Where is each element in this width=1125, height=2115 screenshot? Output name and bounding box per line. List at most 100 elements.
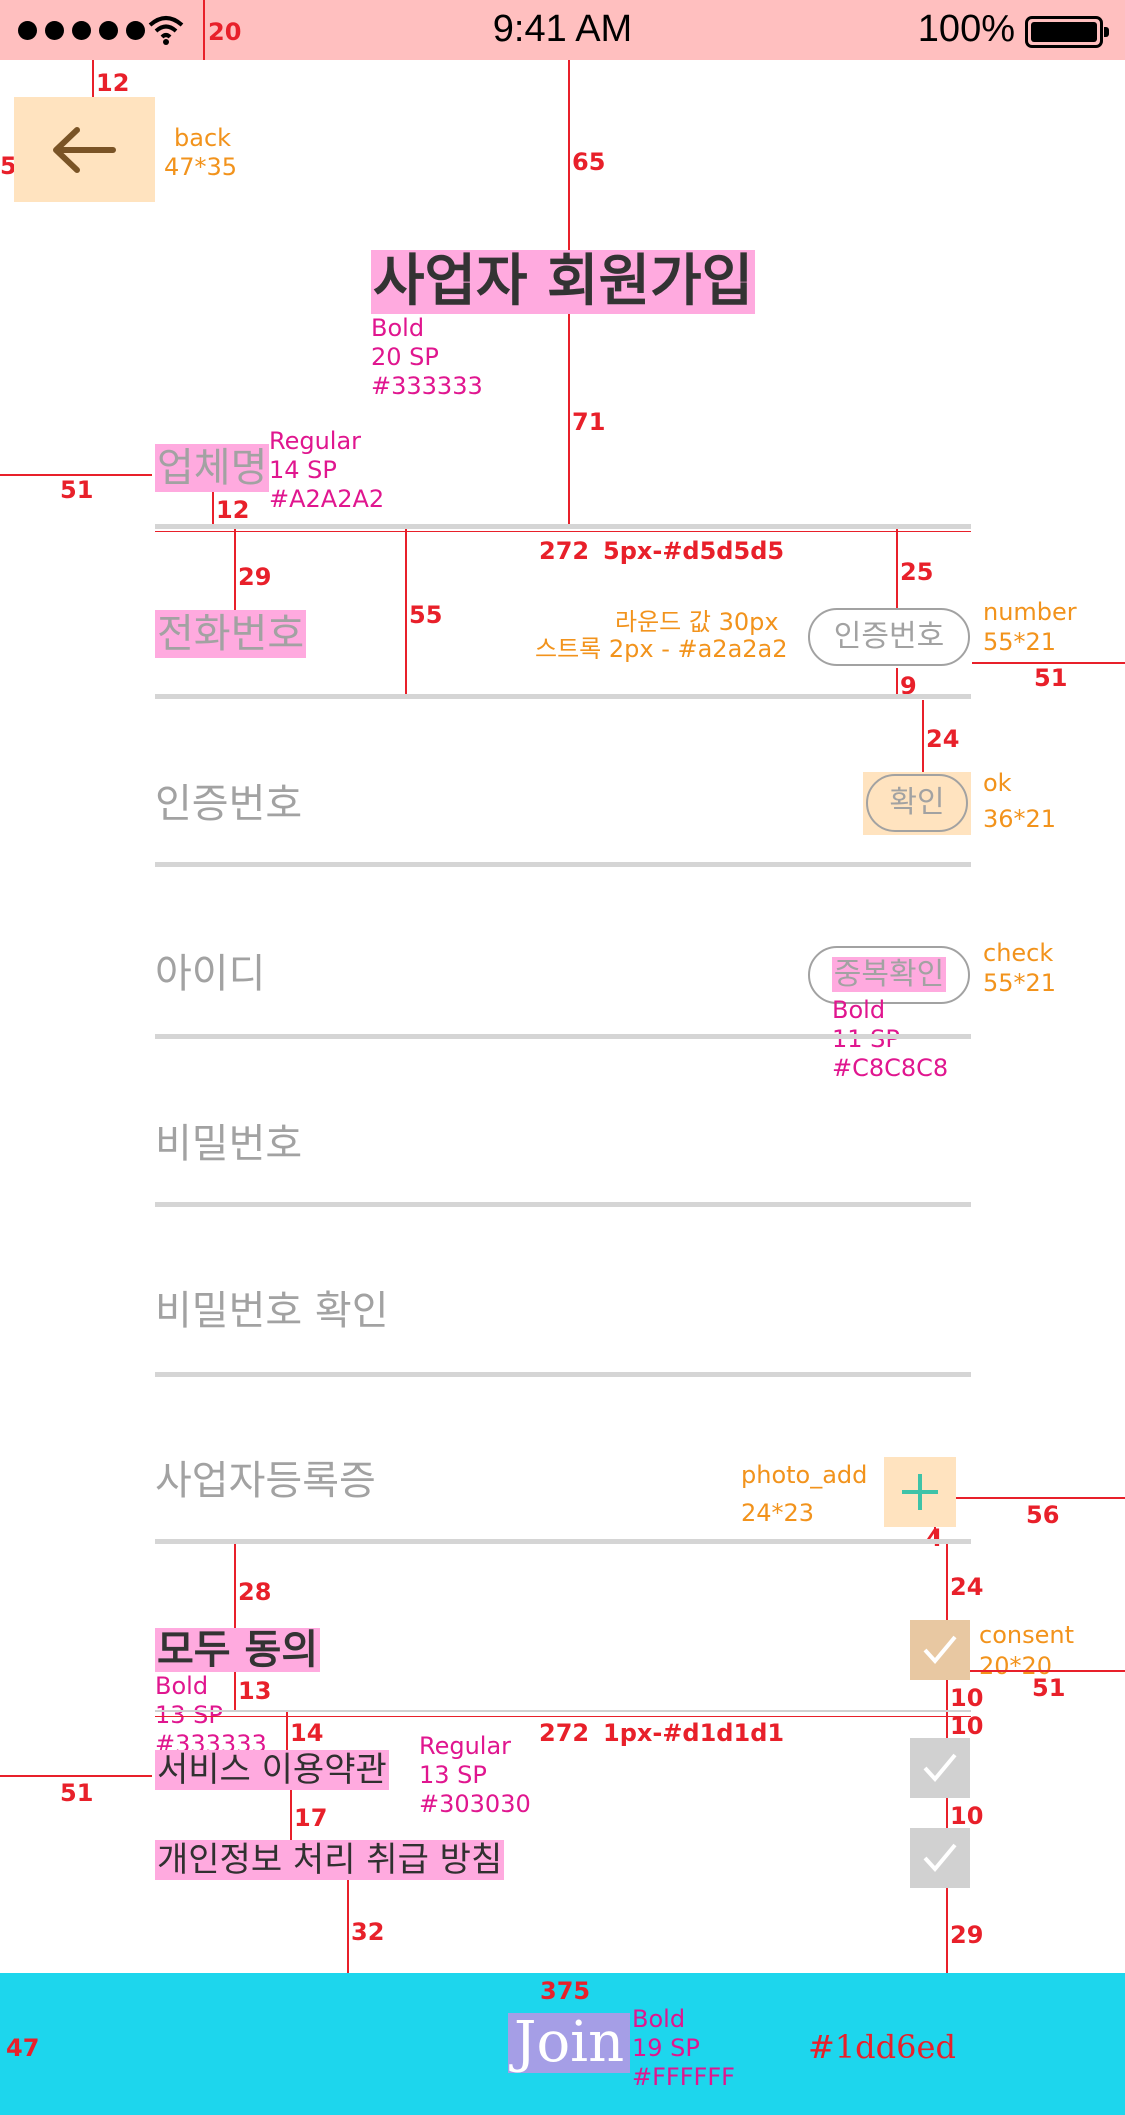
verify-code-underline — [155, 862, 971, 867]
measure-label: 24 — [926, 725, 960, 753]
check-spec-color: #C8C8C8 — [832, 1054, 949, 1082]
password-input[interactable]: 비밀번호 — [155, 1121, 303, 1167]
agree-all-spec-weight: Bold — [155, 1672, 209, 1700]
privacy-checkbox[interactable] — [910, 1828, 970, 1888]
status-time: 9:41 AM — [492, 8, 633, 50]
wifi-icon — [148, 16, 184, 45]
check-annotation-name: check — [983, 939, 1054, 967]
measure-label: 12 — [96, 69, 130, 97]
underline-spec-width: 272 — [539, 537, 590, 565]
measure-label: 29 — [238, 563, 272, 591]
privacy-policy-label[interactable]: 개인정보 처리 취급 방침 — [155, 1840, 505, 1880]
divider-spec-width: 272 — [539, 1719, 590, 1747]
terms-spec-weight: Regular — [419, 1732, 512, 1760]
check-spec-weight: Bold — [832, 996, 886, 1024]
measure-label: 29 — [950, 1921, 984, 1949]
measure-label: 14 — [290, 1719, 324, 1747]
checkmark-icon — [923, 1753, 957, 1783]
agree-all-checkbox[interactable] — [910, 1620, 970, 1680]
title-spec-color: #333333 — [371, 372, 483, 400]
back-annotation-size: 47*35 — [164, 153, 238, 181]
join-label: Join — [508, 2013, 631, 2073]
confirm-code-button[interactable]: 확인 — [866, 774, 968, 832]
measure-label: 10 — [950, 1712, 984, 1740]
measure-label: 25 — [900, 558, 934, 586]
agree-all-label: 모두 동의 — [155, 1627, 321, 1673]
measure-label: 5 — [0, 152, 17, 180]
signal-dot-icon — [126, 21, 145, 40]
pill-spec-stroke: 스트록 2px - #a2a2a2 — [535, 635, 788, 663]
measure-label: 55 — [409, 601, 443, 629]
join-width-annotation: 375 — [540, 1977, 591, 2005]
signal-dot-icon — [45, 21, 64, 40]
measure-label: 17 — [294, 1804, 328, 1832]
company-underline — [155, 524, 971, 529]
company-name-input[interactable]: 업체명 — [155, 444, 270, 492]
back-button[interactable] — [14, 97, 155, 202]
password-underline — [155, 1202, 971, 1207]
back-annotation-name: back — [174, 124, 232, 152]
password-confirm-underline — [155, 1372, 971, 1377]
photo-add-annotation-size: 24*23 — [741, 1499, 815, 1527]
verify-code-input[interactable]: 인증번호 — [155, 781, 303, 827]
password-confirm-input[interactable]: 비밀번호 확인 — [155, 1288, 389, 1334]
photo-add-button[interactable] — [884, 1457, 956, 1527]
check-annotation-size: 55*21 — [983, 969, 1057, 997]
join-spec-size: 19 SP — [632, 2034, 700, 2062]
measure-label: 51 — [60, 476, 94, 504]
business-license-underline — [155, 1539, 971, 1544]
user-id-underline — [155, 1034, 971, 1039]
underline-spec-style: 5px-#d5d5d5 — [603, 537, 785, 565]
measure-label: 10 — [950, 1802, 984, 1830]
consent-annotation-name: consent — [979, 1621, 1074, 1649]
status-bar: 20 9:41 AM 100% — [0, 0, 1125, 60]
measure-label: 12 — [216, 496, 250, 524]
arrow-left-icon — [53, 127, 116, 173]
duplicate-check-button[interactable]: 중복확인 — [808, 946, 970, 1004]
business-license-input[interactable]: 사업자등록증 — [155, 1458, 376, 1504]
signal-dot-icon — [72, 21, 91, 40]
consent-divider — [155, 1710, 971, 1712]
title-spec-size: 20 SP — [371, 343, 439, 371]
photo-add-annotation-name: photo_add — [741, 1461, 868, 1489]
pill-spec-radius: 라운드 값 30px — [615, 608, 779, 636]
status-height-annotation: 20 — [208, 18, 242, 46]
user-id-input[interactable]: 아이디 — [155, 951, 266, 997]
company-spec-color: #A2A2A2 — [269, 485, 385, 513]
number-annotation-name: number — [983, 598, 1077, 626]
checkmark-icon — [923, 1635, 957, 1665]
battery-icon — [1025, 16, 1109, 48]
ok-annotation-size: 36*21 — [983, 805, 1057, 833]
company-spec-weight: Regular — [269, 427, 362, 455]
join-spec-color: #FFFFFF — [632, 2063, 735, 2091]
measure-label: 4 — [926, 1524, 943, 1552]
measure-label: 65 — [572, 148, 606, 176]
measure-label: 71 — [572, 408, 606, 436]
ok-annotation-name: ok — [983, 769, 1012, 797]
terms-of-service-label[interactable]: 서비스 이용약관 — [155, 1750, 389, 1790]
number-annotation-size: 55*21 — [983, 628, 1057, 656]
measure-label: 10 — [950, 1684, 984, 1712]
measure-label: 51 — [60, 1779, 94, 1807]
agree-all-spec-size: 13 SP — [155, 1701, 223, 1729]
measure-label: 9 — [900, 672, 917, 700]
check-spec-size: 11 SP — [832, 1025, 900, 1053]
measure-label: 51 — [1034, 664, 1068, 692]
measure-label: 32 — [351, 1918, 385, 1946]
consent-annotation-size: 20*20 — [979, 1652, 1053, 1680]
battery-percent: 100% — [917, 8, 1015, 50]
company-spec-size: 14 SP — [269, 456, 337, 484]
title-spec-weight: Bold — [371, 314, 425, 342]
signal-dot-icon — [99, 21, 118, 40]
terms-checkbox[interactable] — [910, 1738, 970, 1798]
join-spec-weight: Bold — [632, 2005, 686, 2033]
measure-label: 24 — [950, 1573, 984, 1601]
divider-spec-style: 1px-#d1d1d1 — [603, 1719, 785, 1747]
checkmark-icon — [923, 1843, 957, 1873]
join-bg-color-annotation: #1dd6ed — [808, 2028, 956, 2066]
measure-label: 28 — [238, 1578, 272, 1606]
request-code-button[interactable]: 인증번호 — [808, 608, 970, 666]
phone-input[interactable]: 전화번호 — [155, 610, 307, 658]
join-height-annotation: 47 — [6, 2034, 40, 2062]
measure-label: 56 — [1026, 1501, 1060, 1529]
